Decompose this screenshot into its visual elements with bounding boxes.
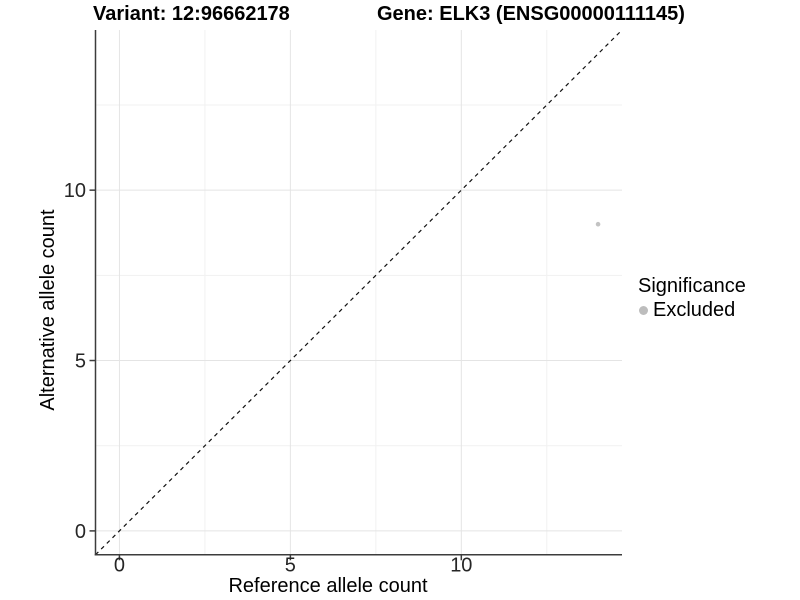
y-tick-label: 0: [75, 521, 86, 543]
y-tick-label: 10: [64, 180, 86, 202]
identity-line: [95, 29, 623, 556]
data-point: [595, 221, 601, 227]
x-tick-label: 0: [114, 555, 125, 577]
x-tick-label: 10: [450, 555, 472, 577]
y-axis-label: Alternative allele count: [37, 209, 59, 411]
legend-title: Significance: [638, 275, 746, 297]
variant-title: Variant: 12:96662178: [93, 3, 290, 25]
y-tick-label: 5: [75, 351, 86, 373]
legend-item-excluded: Excluded: [638, 299, 746, 321]
x-axis-label: Reference allele count: [228, 575, 428, 597]
legend-item-label: Excluded: [653, 299, 736, 321]
x-tick-label: 5: [285, 555, 296, 577]
legend: Significance Excluded: [638, 274, 746, 321]
gene-title: Gene: ELK3 (ENSG00000111145): [377, 3, 685, 25]
excluded-point-icon: [639, 305, 648, 315]
